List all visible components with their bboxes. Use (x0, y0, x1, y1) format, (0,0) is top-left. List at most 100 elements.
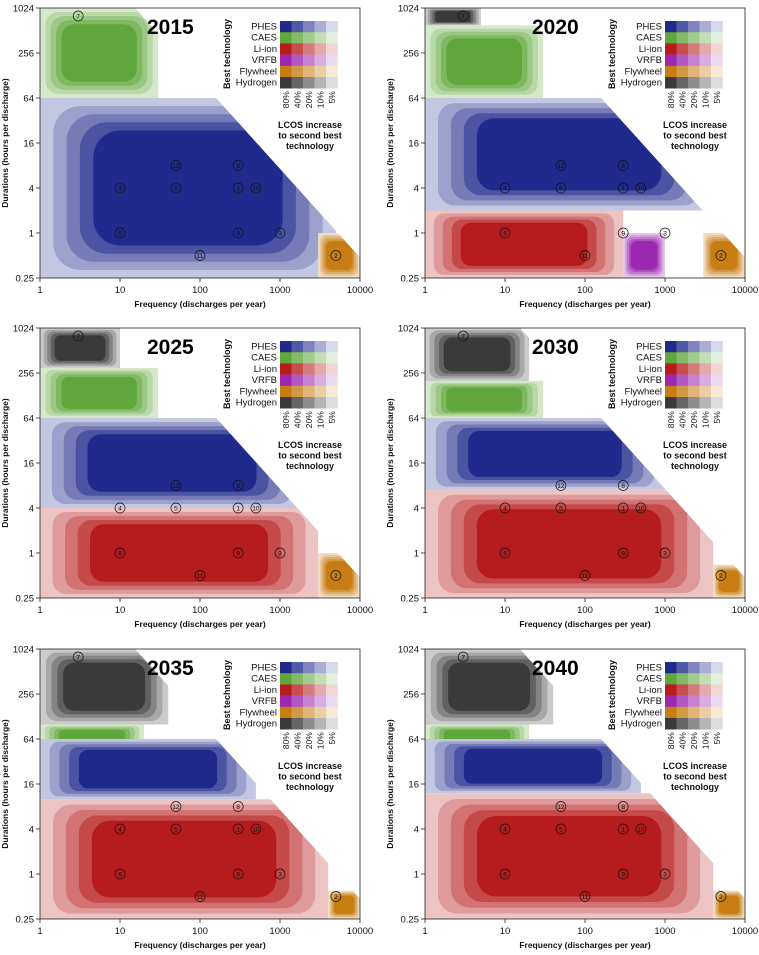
legend-swatch (280, 341, 292, 353)
legend-swatch (665, 706, 677, 719)
marker-6: 6 (114, 227, 126, 239)
marker-5: 5 (170, 502, 182, 514)
legend-swatch (711, 662, 723, 674)
legend-tech-label: VRFB (637, 696, 662, 707)
legend-swatch (699, 662, 712, 674)
x-tick-label: 10000 (347, 285, 373, 296)
legend-title: Best technology (607, 660, 617, 730)
legend-tech-label: CAES (636, 674, 662, 685)
y-tick-label: 256 (403, 690, 419, 701)
legend-swatch (291, 54, 304, 67)
x-tick-label: 1 (422, 926, 427, 937)
marker-2: 2 (330, 570, 342, 581)
svg-text:7: 7 (461, 13, 465, 20)
legend-swatch (303, 385, 315, 398)
y-tick-label: 64 (23, 735, 34, 746)
marker-11: 11 (579, 250, 591, 261)
legend-tech-label: Li-ion (639, 44, 662, 55)
legend-percent: 5% (327, 732, 337, 745)
legend-caption: to second best (663, 772, 727, 782)
region-hydrogen (435, 11, 471, 23)
y-tick-label: 0.25 (401, 274, 420, 285)
legend-swatch (699, 385, 712, 398)
panel-2030: 1 10 100 1000 100000.251416642561024Frequenc… (385, 324, 758, 630)
marker-3: 3 (659, 868, 671, 880)
legend-percent: 80% (281, 411, 291, 428)
svg-text:8: 8 (621, 163, 625, 170)
legend-swatch (326, 374, 338, 387)
svg-text:8: 8 (236, 483, 240, 490)
heatmap-area (40, 649, 360, 919)
svg-text:1: 1 (621, 826, 625, 833)
legend-swatch (688, 662, 700, 674)
svg-text:6: 6 (118, 550, 122, 557)
legend-swatch (326, 397, 338, 409)
y-tick-label: 1 (29, 229, 34, 240)
marker-9: 9 (617, 227, 629, 239)
y-axis-title: Durations (hours per discharge) (0, 719, 10, 849)
legend-swatch (314, 363, 327, 375)
legend-caption: to second best (663, 131, 727, 141)
legend-swatch (699, 706, 712, 719)
legend-tech-label: PHES (636, 663, 662, 674)
legend-percent: 80% (281, 732, 291, 749)
y-tick-label: 1 (414, 549, 419, 560)
marker-8: 8 (232, 160, 244, 171)
legend-swatch (303, 673, 315, 685)
region-phes (463, 748, 603, 784)
legend-swatch (699, 718, 712, 730)
legend-swatch (326, 385, 338, 398)
svg-text:11: 11 (582, 573, 589, 580)
marker-5: 5 (170, 182, 182, 194)
legend-swatch (665, 374, 677, 387)
panel-2020: 1 10 100 1000 100000.251416642561024Frequenc… (385, 4, 758, 310)
legend-swatch (303, 397, 315, 409)
marker-8: 8 (617, 480, 629, 491)
legend-tech-label: Flywheel (625, 707, 663, 718)
legend-tech-label: PHES (251, 663, 277, 674)
legend-swatch (314, 385, 327, 398)
legend-swatch (280, 662, 292, 674)
legend-tech-label: Hydrogen (236, 719, 277, 730)
legend-tech-label: CAES (251, 353, 277, 364)
x-axis-title: Frequency (discharges per year) (134, 940, 266, 950)
svg-text:3: 3 (278, 550, 282, 557)
legend-swatch (688, 32, 700, 44)
svg-text:2: 2 (334, 573, 338, 580)
svg-text:1: 1 (236, 185, 240, 192)
panel-title: 2035 (147, 657, 194, 680)
region-hydrogen (443, 337, 511, 372)
legend-percent: 5% (712, 732, 722, 745)
svg-text:10: 10 (252, 185, 260, 192)
region-flywheel (710, 241, 738, 270)
legend-swatch (280, 706, 292, 719)
legend-swatch (326, 341, 338, 353)
legend-swatch (314, 684, 327, 696)
legend-swatch (676, 43, 689, 55)
legend-swatch (280, 673, 292, 685)
legend-tech-label: Hydrogen (621, 78, 662, 89)
legend-swatch (314, 397, 327, 409)
legend-caption: LCOS increase (663, 761, 727, 771)
legend-percent: 5% (327, 411, 337, 424)
legend-swatch (665, 684, 677, 696)
svg-text:7: 7 (76, 13, 80, 20)
region-li-ion (476, 816, 662, 897)
marker-9: 9 (232, 227, 244, 239)
legend-swatch (280, 397, 292, 409)
marker-12: 12 (555, 160, 567, 171)
svg-text:12: 12 (172, 804, 180, 811)
x-tick-label: 10000 (347, 926, 373, 937)
legend-title: Best technology (222, 19, 232, 89)
svg-text:6: 6 (503, 230, 507, 237)
legend-swatch (711, 21, 723, 33)
legend-swatch (326, 43, 338, 55)
legend-swatch (303, 662, 315, 674)
marker-1: 1 (617, 182, 629, 194)
y-tick-label: 256 (18, 369, 34, 380)
region-caes (61, 376, 137, 409)
legend-swatch (688, 374, 700, 387)
legend-swatch (699, 32, 712, 44)
legend-tech-label: VRFB (252, 55, 277, 66)
